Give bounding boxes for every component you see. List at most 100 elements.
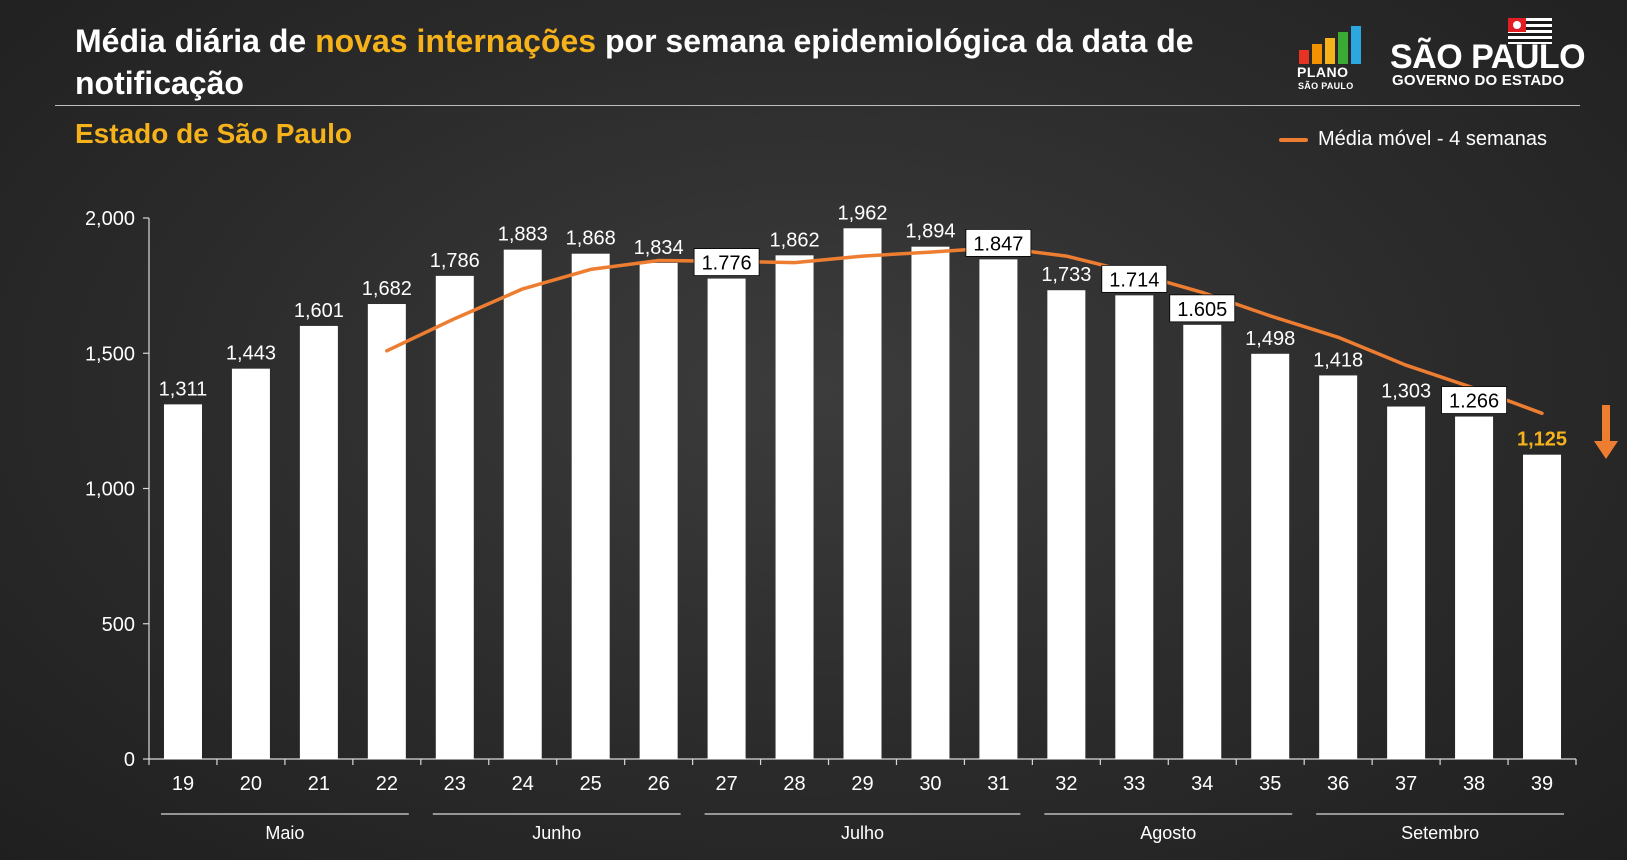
bar bbox=[1455, 416, 1494, 759]
sp-flag-icon bbox=[1508, 18, 1552, 44]
data-label: 1.266 bbox=[1449, 391, 1499, 413]
plano-bar bbox=[1351, 26, 1361, 64]
x-tick-label: 35 bbox=[1259, 773, 1281, 795]
moving-average-line bbox=[385, 245, 1544, 416]
data-label: 1,862 bbox=[770, 229, 820, 251]
sp-name: SÃO PAULO bbox=[1390, 38, 1586, 76]
x-tick-label: 23 bbox=[444, 773, 466, 795]
data-label: 1,786 bbox=[430, 250, 480, 272]
plano-bar bbox=[1325, 38, 1335, 64]
data-label-box bbox=[1169, 294, 1236, 323]
x-tick-label: 21 bbox=[308, 773, 330, 795]
plano-bar bbox=[1338, 32, 1348, 64]
bar bbox=[1523, 454, 1562, 759]
down-arrow-icon bbox=[1594, 405, 1618, 459]
month-label: Maio bbox=[265, 823, 304, 843]
title-part2: por semana epidemiológica da data de not… bbox=[75, 23, 1194, 101]
bar bbox=[367, 304, 406, 759]
plano-sao-paulo-logo: PLANO SÃO PAULO bbox=[1297, 26, 1367, 92]
x-tick-label: 36 bbox=[1327, 773, 1349, 795]
data-label: 1,303 bbox=[1381, 381, 1431, 403]
data-label: 1.847 bbox=[973, 233, 1023, 255]
title-part1: Média diária de bbox=[75, 23, 316, 59]
data-label: 1,834 bbox=[634, 237, 684, 259]
sp-government: GOVERNO DO ESTADO bbox=[1392, 72, 1565, 89]
bar bbox=[1115, 295, 1154, 759]
data-label: 1,883 bbox=[498, 224, 548, 246]
bar bbox=[1251, 353, 1290, 759]
x-tick-label: 32 bbox=[1055, 773, 1077, 795]
page-subtitle: Estado de São Paulo bbox=[75, 118, 352, 149]
data-label-box bbox=[1441, 386, 1507, 414]
x-tick-label: 37 bbox=[1395, 773, 1417, 795]
month-label: Setembro bbox=[1401, 823, 1479, 843]
x-tick-label: 28 bbox=[783, 773, 805, 795]
x-tick-label: 34 bbox=[1191, 773, 1213, 795]
data-label: 1,962 bbox=[837, 202, 887, 224]
bar bbox=[163, 404, 202, 759]
legend-label: Média móvel - 4 semanas bbox=[1318, 128, 1547, 150]
month-label: Julho bbox=[841, 823, 884, 843]
y-tick-label: 1,000 bbox=[85, 479, 135, 501]
x-tick-label: 38 bbox=[1463, 773, 1485, 795]
data-label: 1,733 bbox=[1041, 264, 1091, 286]
bar bbox=[911, 246, 950, 760]
data-label: 1,682 bbox=[362, 278, 412, 300]
data-label-box bbox=[965, 228, 1032, 257]
data-label: 1.714 bbox=[1109, 269, 1159, 291]
data-label: 1.776 bbox=[702, 253, 752, 275]
x-tick-label: 22 bbox=[376, 773, 398, 795]
bar bbox=[299, 325, 338, 759]
x-tick-label: 25 bbox=[580, 773, 602, 795]
y-tick-label: 2,000 bbox=[85, 208, 135, 230]
x-tick-label: 24 bbox=[512, 773, 534, 795]
y-tick-label: 0 bbox=[124, 749, 135, 771]
data-label: 1,311 bbox=[159, 378, 208, 400]
x-tick-label: 26 bbox=[648, 773, 670, 795]
bar bbox=[1047, 290, 1086, 759]
y-tick-label: 1,500 bbox=[85, 343, 135, 365]
page-title: Média diária de novas internações por se… bbox=[75, 20, 1255, 104]
sao-paulo-government-logo: SÃO PAULO GOVERNO DO ESTADO bbox=[1390, 18, 1590, 92]
x-tick-label: 29 bbox=[851, 773, 873, 795]
x-tick-label: 19 bbox=[172, 773, 194, 795]
data-label: 1,894 bbox=[905, 221, 955, 243]
data-label: 1,443 bbox=[226, 343, 276, 365]
bar bbox=[979, 259, 1018, 759]
x-tick-label: 31 bbox=[987, 773, 1009, 795]
bar bbox=[707, 278, 746, 759]
bar bbox=[435, 275, 474, 759]
plano-bar bbox=[1299, 50, 1309, 64]
data-label: 1,868 bbox=[566, 228, 616, 250]
data-label: 1.605 bbox=[1177, 299, 1227, 321]
bar bbox=[1387, 406, 1426, 759]
title-divider bbox=[55, 105, 1580, 106]
x-tick-label: 33 bbox=[1123, 773, 1145, 795]
x-tick-label: 30 bbox=[919, 773, 941, 795]
data-label-box bbox=[1101, 264, 1168, 293]
bar bbox=[571, 253, 610, 759]
data-label: 1,498 bbox=[1245, 328, 1295, 350]
x-tick-label: 27 bbox=[715, 773, 737, 795]
plano-bar bbox=[1312, 44, 1322, 64]
data-label: 1,125 bbox=[1517, 429, 1567, 451]
bar bbox=[1319, 375, 1358, 759]
x-tick-label: 39 bbox=[1531, 773, 1553, 795]
bar bbox=[639, 262, 678, 759]
bar bbox=[1183, 324, 1222, 759]
bar bbox=[775, 255, 814, 760]
x-tick-label: 20 bbox=[240, 773, 262, 795]
y-tick-label: 500 bbox=[102, 614, 135, 636]
bar bbox=[503, 249, 542, 759]
month-label: Junho bbox=[532, 823, 581, 843]
month-label: Agosto bbox=[1140, 823, 1196, 843]
data-label: 1,418 bbox=[1313, 349, 1363, 371]
data-label: 1,601 bbox=[294, 300, 344, 322]
plano-word: PLANO bbox=[1297, 64, 1349, 80]
bar bbox=[231, 368, 270, 759]
legend-line-swatch bbox=[1279, 138, 1308, 142]
plano-subword: SÃO PAULO bbox=[1298, 81, 1354, 91]
title-highlight: novas internações bbox=[315, 23, 597, 59]
bar bbox=[843, 228, 882, 760]
